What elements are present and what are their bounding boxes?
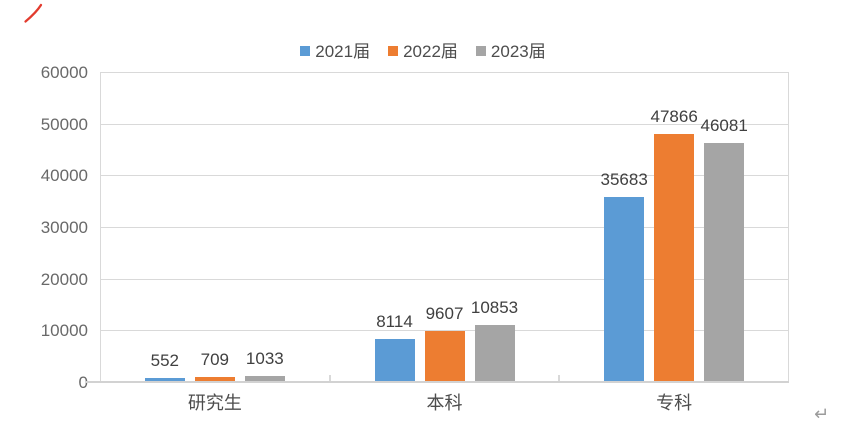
bar-2021届-专科 bbox=[604, 196, 645, 381]
bar-2023届-研究生 bbox=[244, 375, 285, 381]
bar-value-label: 47866 bbox=[650, 106, 698, 126]
y-tick-label: 30000 bbox=[40, 218, 88, 237]
y-tick-label: 40000 bbox=[40, 166, 88, 186]
y-tick-label: 50000 bbox=[40, 114, 88, 134]
bar-value-label: 8114 bbox=[376, 312, 413, 332]
bar-2023届-本科 bbox=[474, 324, 515, 381]
bar-value-label: 9607 bbox=[425, 304, 464, 324]
bar-2022届-研究生 bbox=[194, 377, 235, 381]
category-boundary-tick bbox=[558, 375, 561, 381]
legend-entry: 2023届 bbox=[475, 41, 546, 61]
bar-2021届-本科 bbox=[374, 339, 415, 381]
bar-2023届-专科 bbox=[704, 142, 745, 381]
y-tick-label: 20000 bbox=[40, 269, 88, 289]
y-tick-label: 10000 bbox=[40, 321, 88, 341]
bar-value-label: 709 bbox=[200, 350, 230, 370]
bar-value-label: 46081 bbox=[700, 115, 748, 135]
legend-label: 2022届 bbox=[403, 41, 458, 61]
red-pen-stroke-icon bbox=[24, 3, 43, 23]
y-tick-label: 60000 bbox=[40, 63, 88, 82]
legend-swatch bbox=[475, 46, 486, 56]
y-axis-line bbox=[100, 72, 101, 382]
bar-value-label: 35683 bbox=[600, 169, 648, 189]
legend-swatch bbox=[300, 46, 311, 56]
gridline bbox=[100, 227, 789, 228]
bar-2022届-本科 bbox=[424, 331, 465, 381]
y-tick-label: 0 bbox=[78, 373, 88, 392]
category-label: 研究生 bbox=[187, 393, 242, 413]
bar-value-label: 552 bbox=[150, 351, 180, 371]
gridline bbox=[100, 330, 789, 332]
plot-area: 552 709 1033 8114 9607 10853 35683 47866 46081 bbox=[86, 72, 789, 383]
chart-legend: 2021届 2022届 2023届 bbox=[0, 41, 846, 61]
gridline bbox=[100, 175, 789, 177]
category-label: 专科 bbox=[656, 393, 693, 413]
legend-label: 2023届 bbox=[490, 41, 546, 61]
bar-2021届-研究生 bbox=[144, 378, 185, 381]
plot-right-border bbox=[788, 72, 789, 382]
legend-entry: 2022届 bbox=[388, 43, 458, 60]
gridline bbox=[100, 123, 789, 125]
return-mark-icon: ↵ bbox=[814, 404, 830, 425]
category-label: 本科 bbox=[426, 393, 463, 413]
bar-value-label: 1033 bbox=[245, 348, 284, 368]
x-axis-line bbox=[100, 381, 789, 383]
legend-swatch bbox=[388, 46, 399, 56]
legend-entry: 2021届 bbox=[300, 43, 370, 60]
bar-2022届-专科 bbox=[654, 133, 695, 381]
axis-origin-tick bbox=[86, 381, 100, 383]
gridline bbox=[100, 72, 789, 73]
bar-value-label: 10853 bbox=[470, 297, 519, 317]
gridline bbox=[100, 278, 789, 280]
legend-label: 2021届 bbox=[315, 41, 371, 61]
category-boundary-tick bbox=[328, 375, 331, 381]
